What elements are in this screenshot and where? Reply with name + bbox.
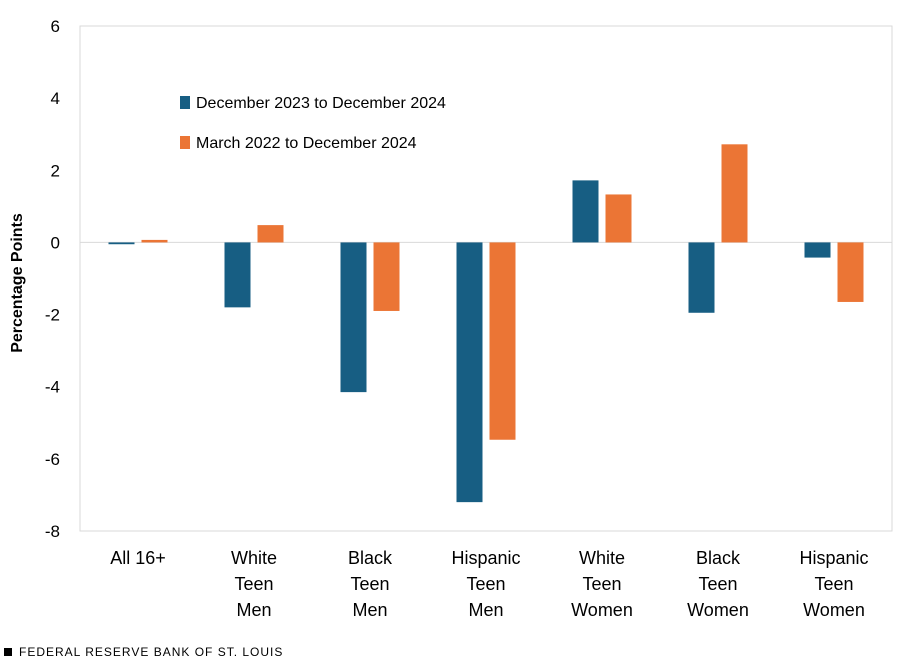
bar bbox=[373, 242, 400, 311]
y-tick-label: -4 bbox=[45, 378, 60, 397]
bar bbox=[108, 242, 135, 245]
bar bbox=[340, 242, 367, 393]
legend-swatch bbox=[180, 136, 190, 149]
x-category-label: White bbox=[579, 548, 625, 568]
y-tick-label: 2 bbox=[51, 161, 60, 180]
x-category-label: Black bbox=[348, 548, 393, 568]
y-tick-label: 4 bbox=[51, 89, 60, 108]
x-category-label: Men bbox=[468, 600, 503, 620]
bar bbox=[605, 194, 632, 243]
y-tick-label: -2 bbox=[45, 306, 60, 325]
x-category-label: White bbox=[231, 548, 277, 568]
y-tick-label: -6 bbox=[45, 450, 60, 469]
bar bbox=[257, 225, 284, 243]
bar-chart: 6 4 2 0 -2 -4 -6 -8 All 16+ White Teen Men Black Tee… bbox=[9, 17, 893, 620]
x-category-label: All 16+ bbox=[110, 548, 166, 568]
x-category-label: Hispanic bbox=[799, 548, 868, 568]
y-tick-label: -8 bbox=[45, 522, 60, 541]
bar bbox=[456, 242, 483, 503]
x-category-label: Women bbox=[803, 600, 865, 620]
plot-area bbox=[79, 25, 893, 532]
bar bbox=[804, 242, 831, 258]
bar bbox=[572, 180, 599, 243]
legend-label: December 2023 to December 2024 bbox=[196, 95, 446, 112]
bar bbox=[837, 242, 864, 302]
bar bbox=[141, 239, 168, 243]
y-tick-label: 6 bbox=[51, 17, 60, 36]
bar bbox=[224, 242, 251, 308]
y-tick-label: 0 bbox=[51, 233, 60, 252]
x-category-label: Teen bbox=[582, 574, 621, 594]
x-category-label: Teen bbox=[350, 574, 389, 594]
x-category-label: Hispanic bbox=[451, 548, 520, 568]
x-category-label: Men bbox=[236, 600, 271, 620]
legend-label: March 2022 to December 2024 bbox=[196, 135, 417, 152]
footer-source: FEDERAL RESERVE BANK OF ST. LOUIS bbox=[19, 645, 284, 659]
y-axis-label: Percentage Points bbox=[9, 213, 26, 353]
x-category-label: Teen bbox=[234, 574, 273, 594]
x-category-label: Teen bbox=[814, 574, 853, 594]
x-category-label: Teen bbox=[466, 574, 505, 594]
x-category-label: Men bbox=[352, 600, 387, 620]
footer: FEDERAL RESERVE BANK OF ST. LOUIS bbox=[4, 645, 283, 659]
x-category-label: Black bbox=[696, 548, 741, 568]
x-category-label: Women bbox=[687, 600, 749, 620]
x-category-label: Women bbox=[571, 600, 633, 620]
bar bbox=[721, 144, 748, 243]
footer-square-icon bbox=[4, 648, 12, 656]
bar bbox=[688, 242, 715, 313]
legend-swatch bbox=[180, 96, 190, 109]
bar bbox=[489, 242, 516, 440]
x-category-label: Teen bbox=[698, 574, 737, 594]
